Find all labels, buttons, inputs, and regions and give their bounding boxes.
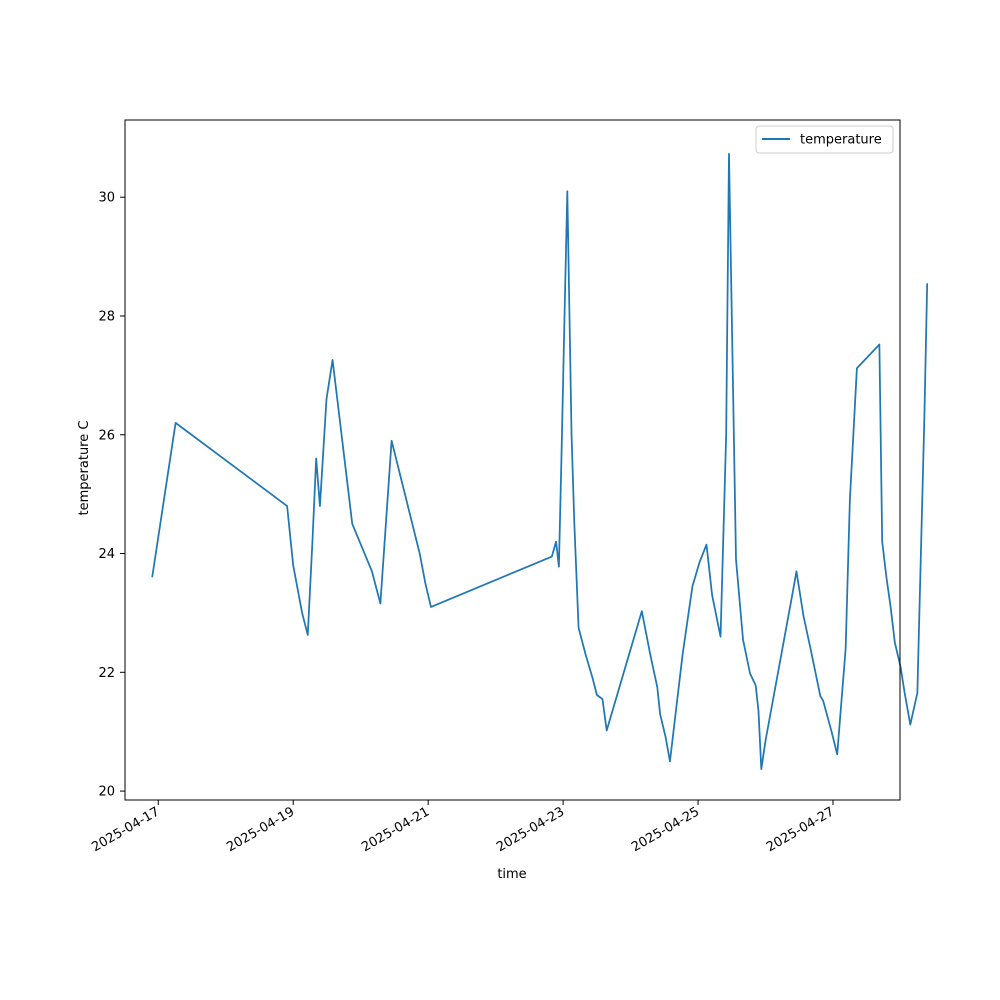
plot-area: [125, 120, 900, 800]
y-axis: 20 22 24 26 28 30: [98, 191, 125, 800]
series-layer: [151, 152, 929, 770]
legend: temperature: [755, 125, 894, 154]
x-axis-label: time: [497, 867, 526, 882]
series-line-temperature: [151, 152, 929, 770]
y-tick-label-24: 24: [98, 547, 115, 562]
axes-frame: [124, 119, 901, 801]
y-tick-label-26: 26: [98, 428, 115, 443]
y-tick-label-20: 20: [98, 785, 115, 800]
legend-label: temperature: [800, 133, 882, 148]
axes-background: [125, 120, 900, 800]
y-axis-label: temperature C: [77, 421, 92, 516]
legend-box: [755, 125, 894, 154]
y-tick-label-30: 30: [98, 191, 115, 206]
y-tick-label-28: 28: [98, 309, 115, 324]
y-tick-label-22: 22: [98, 666, 115, 681]
